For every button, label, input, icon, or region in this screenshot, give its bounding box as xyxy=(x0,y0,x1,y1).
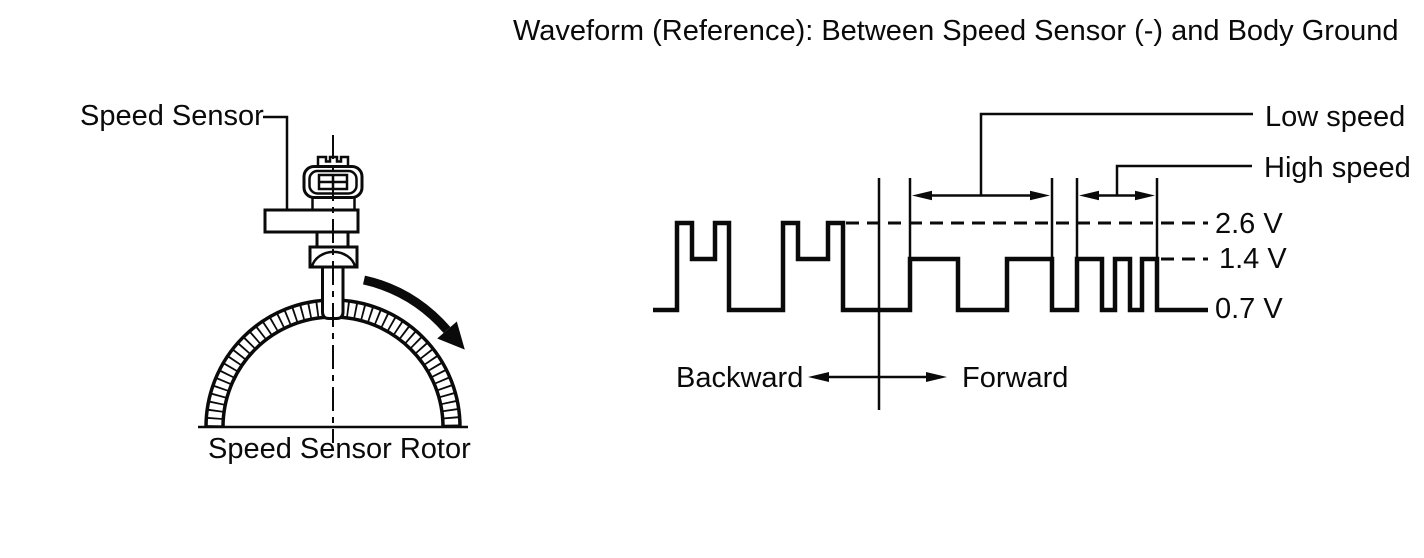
voltage-label-2-6v: 2.6 V xyxy=(1215,208,1283,240)
voltage-label-0-7v: 0.7 V xyxy=(1215,293,1283,325)
waveform-trace xyxy=(653,220,1208,313)
span-arrowhead-left xyxy=(1079,190,1099,201)
backward-label: Backward xyxy=(676,362,804,394)
rotor-label: Speed Sensor Rotor xyxy=(208,433,471,465)
low-speed-label: Low speed xyxy=(1265,101,1406,133)
sensor-leader-line xyxy=(263,115,289,209)
voltage-label-1-4v: 1.4 V xyxy=(1219,243,1287,275)
direction-arrow xyxy=(808,372,947,382)
span-leader-line xyxy=(979,112,1253,196)
speed-sensor-illustration xyxy=(198,115,468,443)
rotation-arrow-icon xyxy=(362,275,465,350)
span-arrowhead-right xyxy=(1135,190,1155,201)
waveform-plot xyxy=(653,112,1253,410)
span-arrowhead-left xyxy=(912,190,932,201)
span-arrowhead-right xyxy=(1030,190,1050,201)
forward-label: Forward xyxy=(962,362,1069,394)
span-annotations xyxy=(877,112,1253,410)
high-speed-label: High speed xyxy=(1264,152,1411,184)
sensor-flange xyxy=(263,208,360,234)
span-leader-line xyxy=(1115,164,1252,196)
page-title: Waveform (Reference): Between Speed Sens… xyxy=(513,15,1399,47)
sensor-label: Speed Sensor xyxy=(80,100,264,132)
